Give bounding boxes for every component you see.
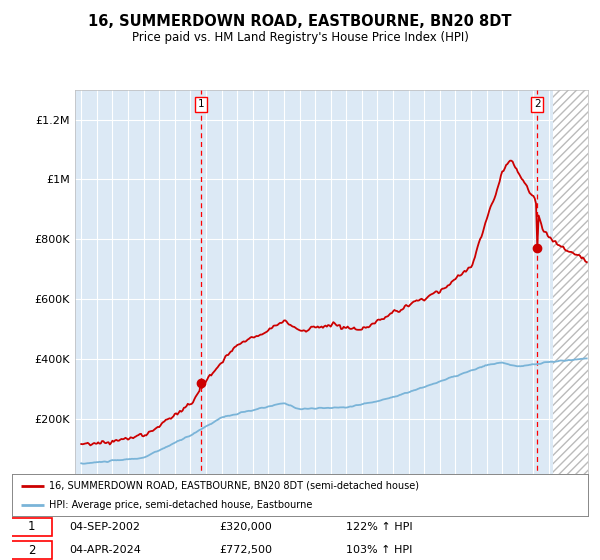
- Text: £772,500: £772,500: [220, 545, 272, 555]
- Text: 16, SUMMERDOWN ROAD, EASTBOURNE, BN20 8DT: 16, SUMMERDOWN ROAD, EASTBOURNE, BN20 8D…: [88, 14, 512, 29]
- Text: 1: 1: [28, 520, 35, 533]
- Text: 103% ↑ HPI: 103% ↑ HPI: [346, 545, 412, 555]
- Text: 04-SEP-2002: 04-SEP-2002: [70, 522, 140, 532]
- Text: £320,000: £320,000: [220, 522, 272, 532]
- Text: HPI: Average price, semi-detached house, Eastbourne: HPI: Average price, semi-detached house,…: [49, 500, 313, 510]
- Bar: [553, 60, 596, 479]
- Text: 04-APR-2024: 04-APR-2024: [70, 545, 142, 555]
- FancyBboxPatch shape: [11, 541, 52, 559]
- Text: 122% ↑ HPI: 122% ↑ HPI: [346, 522, 413, 532]
- Text: 2: 2: [28, 544, 35, 557]
- Text: 16, SUMMERDOWN ROAD, EASTBOURNE, BN20 8DT (semi-detached house): 16, SUMMERDOWN ROAD, EASTBOURNE, BN20 8D…: [49, 480, 419, 491]
- Text: Price paid vs. HM Land Registry's House Price Index (HPI): Price paid vs. HM Land Registry's House …: [131, 31, 469, 44]
- FancyBboxPatch shape: [11, 518, 52, 536]
- Text: 2: 2: [534, 99, 541, 109]
- Text: 1: 1: [197, 99, 204, 109]
